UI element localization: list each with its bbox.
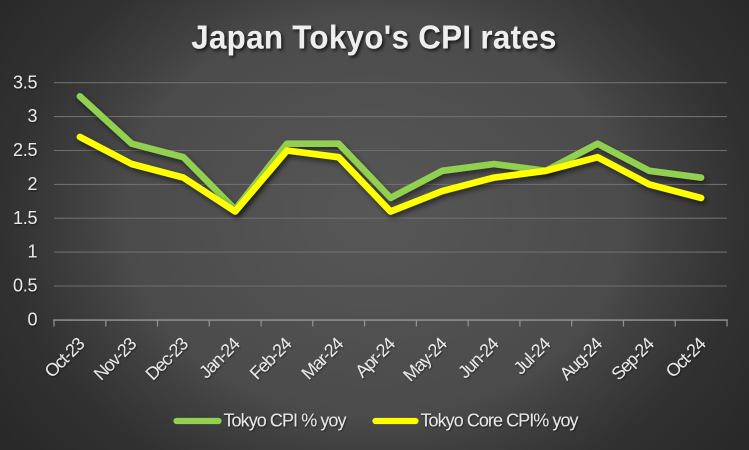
svg-text:Aug-24: Aug-24 xyxy=(556,333,607,384)
svg-text:Tokyo Core CPI% yoy: Tokyo Core CPI% yoy xyxy=(421,411,579,431)
svg-text:Tokyo CPI % yoy: Tokyo CPI % yoy xyxy=(224,411,347,431)
svg-text:Apr-24: Apr-24 xyxy=(351,333,399,381)
svg-text:Jan-24: Jan-24 xyxy=(195,333,244,382)
svg-text:3: 3 xyxy=(27,106,37,126)
svg-text:0.5: 0.5 xyxy=(13,276,38,296)
svg-text:2.5: 2.5 xyxy=(13,140,38,160)
svg-text:2: 2 xyxy=(27,174,37,194)
svg-text:3.5: 3.5 xyxy=(13,72,38,92)
svg-text:Japan Tokyo's CPI rates: Japan Tokyo's CPI rates xyxy=(191,19,557,56)
svg-text:1: 1 xyxy=(27,242,37,262)
svg-text:May-24: May-24 xyxy=(399,333,451,385)
svg-text:Jul-24: Jul-24 xyxy=(510,333,555,378)
svg-text:Sep-24: Sep-24 xyxy=(607,333,658,384)
svg-text:Mar-24: Mar-24 xyxy=(297,333,347,383)
svg-text:Feb-24: Feb-24 xyxy=(246,333,296,383)
svg-text:Dec-23: Dec-23 xyxy=(142,333,193,384)
svg-text:0: 0 xyxy=(27,310,37,330)
svg-text:1.5: 1.5 xyxy=(13,208,38,228)
svg-text:Oct-24: Oct-24 xyxy=(662,333,710,381)
svg-text:Oct-23: Oct-23 xyxy=(41,333,89,381)
svg-text:Nov-23: Nov-23 xyxy=(90,333,141,384)
svg-text:Jun-24: Jun-24 xyxy=(454,333,503,382)
